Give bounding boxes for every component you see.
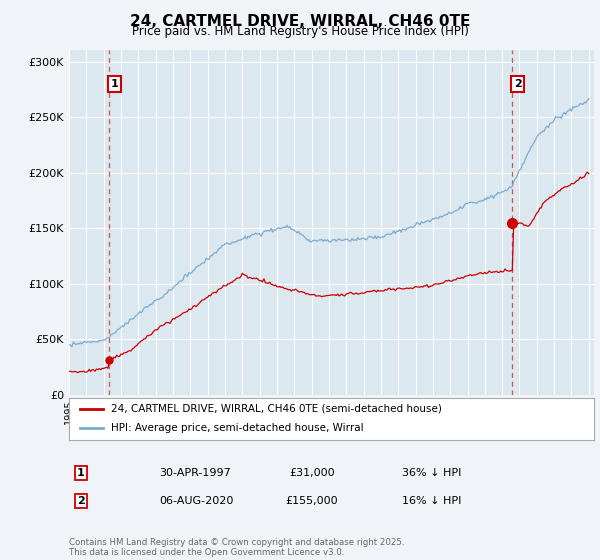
Text: 2: 2 [514,79,521,88]
Text: Price paid vs. HM Land Registry's House Price Index (HPI): Price paid vs. HM Land Registry's House … [131,25,469,38]
Text: £155,000: £155,000 [286,496,338,506]
Text: 1: 1 [77,468,85,478]
Text: 16% ↓ HPI: 16% ↓ HPI [403,496,461,506]
Text: £31,000: £31,000 [289,468,335,478]
Text: 1: 1 [110,79,118,88]
Text: 36% ↓ HPI: 36% ↓ HPI [403,468,461,478]
Text: 24, CARTMEL DRIVE, WIRRAL, CH46 0TE: 24, CARTMEL DRIVE, WIRRAL, CH46 0TE [130,14,470,29]
Text: HPI: Average price, semi-detached house, Wirral: HPI: Average price, semi-detached house,… [111,423,364,433]
Text: 30-APR-1997: 30-APR-1997 [159,468,231,478]
Text: 24, CARTMEL DRIVE, WIRRAL, CH46 0TE (semi-detached house): 24, CARTMEL DRIVE, WIRRAL, CH46 0TE (sem… [111,404,442,414]
Text: 06-AUG-2020: 06-AUG-2020 [159,496,233,506]
Text: Contains HM Land Registry data © Crown copyright and database right 2025.
This d: Contains HM Land Registry data © Crown c… [69,538,404,557]
Text: 2: 2 [77,496,85,506]
